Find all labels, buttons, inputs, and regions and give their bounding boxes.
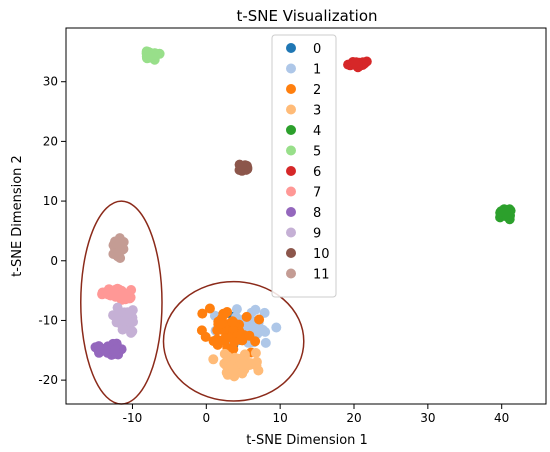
point-class-1	[271, 322, 282, 333]
point-class-3	[250, 348, 261, 358]
point-class-2	[220, 334, 231, 345]
legend-label-7: 7	[313, 186, 321, 201]
legend-marker-8	[286, 207, 296, 217]
point-class-3	[245, 358, 256, 369]
point-class-3	[208, 354, 219, 365]
y-tick-label: 30	[43, 75, 58, 89]
point-class-7	[126, 285, 137, 295]
point-class-9	[126, 327, 136, 338]
legend-marker-4	[286, 125, 296, 135]
legend-marker-9	[286, 227, 296, 238]
point-class-1	[250, 304, 261, 315]
points-layer	[80, 46, 516, 405]
legend-marker-3	[286, 104, 296, 115]
point-class-2	[197, 308, 208, 319]
point-class-11	[114, 233, 125, 244]
legend-label-9: 9	[313, 227, 321, 242]
point-class-4	[500, 207, 511, 218]
point-class-2	[244, 330, 255, 341]
point-class-9	[112, 302, 123, 313]
legend-label-6: 6	[313, 165, 321, 180]
point-class-2	[241, 311, 252, 322]
y-tick-label: 20	[43, 134, 58, 148]
point-class-1	[231, 304, 242, 315]
point-class-8	[93, 341, 104, 352]
ticks-layer: -10 0 10 20 30 40 -20 -10 0 10 20 30	[38, 75, 509, 425]
point-class-8	[109, 345, 120, 356]
highlight-ellipse-2	[162, 280, 305, 402]
legend-marker-7	[286, 186, 296, 197]
legend-label-4: 4	[313, 124, 321, 139]
x-tick-label: 20	[346, 411, 361, 425]
legend-marker-10	[286, 248, 296, 258]
legend: 0 1 2 3 4 5 6 7 8 9 10 11	[271, 34, 337, 298]
legend-label-1: 1	[313, 63, 321, 78]
legend-label-10: 10	[313, 247, 330, 262]
x-axis-title: t-SNE Dimension 1	[246, 433, 368, 448]
chart-title: t-SNE Visualization	[236, 7, 377, 25]
point-class-10	[236, 160, 247, 171]
point-class-9	[119, 316, 130, 327]
legend-marker-0	[286, 43, 296, 53]
x-tick-label: 40	[494, 411, 509, 425]
x-tick-label: 0	[202, 411, 210, 425]
point-class-2	[227, 316, 238, 327]
x-tick-label: 10	[273, 411, 288, 425]
legend-marker-2	[286, 84, 296, 94]
point-class-1	[260, 326, 271, 337]
x-tick-label: 30	[420, 411, 435, 425]
legend-label-8: 8	[313, 206, 321, 221]
legend-label-3: 3	[313, 104, 321, 119]
legend-label-5: 5	[313, 145, 321, 160]
point-class-5	[151, 50, 162, 60]
y-axis-title: t-SNE Dimension 2	[10, 155, 25, 277]
point-class-1	[259, 307, 270, 318]
point-class-7	[117, 288, 128, 299]
legend-label-0: 0	[313, 42, 321, 57]
point-class-2	[222, 307, 233, 317]
point-class-7	[101, 287, 112, 297]
point-class-2	[204, 303, 215, 314]
legend-label-11: 11	[313, 268, 330, 283]
point-class-2	[200, 331, 211, 342]
point-class-2	[229, 336, 240, 347]
legend-label-2: 2	[313, 83, 321, 98]
y-tick-label: 10	[43, 194, 58, 208]
point-class-3	[229, 352, 240, 363]
legend-marker-5	[286, 145, 296, 156]
point-class-11	[113, 247, 124, 258]
point-class-2	[215, 318, 226, 329]
plot-frame	[65, 27, 547, 405]
point-class-2	[208, 336, 219, 347]
point-class-2	[254, 314, 265, 325]
legend-marker-11	[286, 268, 296, 279]
y-tick-label: 0	[50, 254, 58, 268]
point-class-1	[260, 337, 271, 348]
legend-marker-1	[286, 63, 296, 74]
point-class-3	[237, 359, 248, 369]
point-class-6	[350, 58, 361, 69]
legend-marker-6	[286, 166, 296, 176]
y-tick-label: -10	[38, 313, 58, 327]
point-class-3	[228, 364, 239, 375]
x-tick-label: -10	[123, 411, 143, 425]
y-tick-label: -20	[38, 373, 58, 387]
